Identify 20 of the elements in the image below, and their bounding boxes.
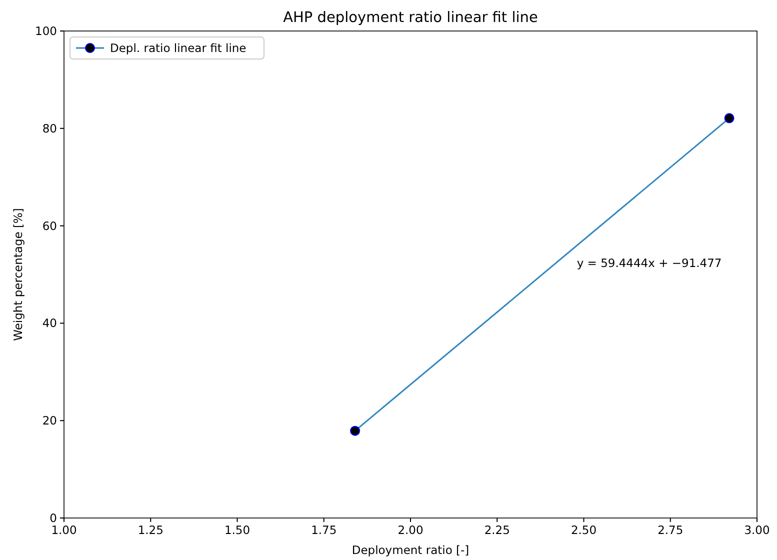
y-tick-label: 20 <box>42 414 57 428</box>
x-tick-label: 1.50 <box>224 523 250 537</box>
y-tick-label: 40 <box>42 316 57 330</box>
x-axis-title: Deployment ratio [-] <box>352 543 470 557</box>
y-tick-label: 0 <box>50 511 57 525</box>
y-tick-label: 60 <box>42 218 57 233</box>
x-tick-label: 1.25 <box>138 523 164 537</box>
y-tick-label: 80 <box>42 121 57 136</box>
x-tick-label: 2.75 <box>658 523 684 537</box>
y-tick-label: 100 <box>35 24 57 38</box>
annotation: y = 59.4444x + −91.477 <box>576 256 722 270</box>
x-tick-label: 1.00 <box>51 523 77 537</box>
x-tick-label: 2.25 <box>484 523 510 537</box>
x-tick-label: 3.00 <box>744 523 770 537</box>
chart-title: AHP deployment ratio linear fit line <box>283 10 538 26</box>
x-tick-label: 2.00 <box>398 523 424 537</box>
y-axis-title: Weight percentage [%] <box>11 208 25 341</box>
legend-label: Depl. ratio linear fit line <box>110 41 246 55</box>
x-tick-label: 1.75 <box>311 523 337 537</box>
x-tick-label: 2.50 <box>570 523 597 537</box>
